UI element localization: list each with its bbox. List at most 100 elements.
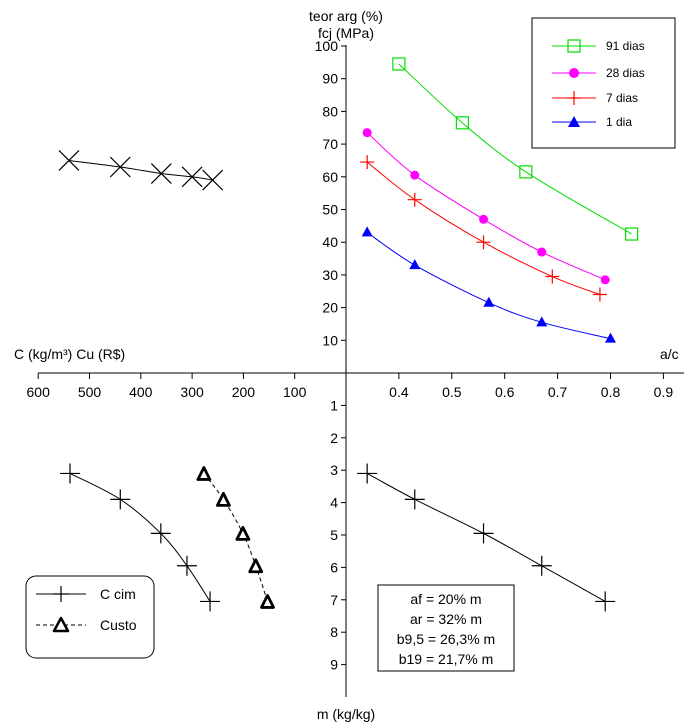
ac-tick-label: 0.7 <box>548 384 568 400</box>
point-teor-arg <box>109 156 131 178</box>
legend-triangle-icon <box>568 116 580 127</box>
point-teor-arg <box>58 150 80 171</box>
point-28-dias <box>479 214 489 224</box>
point-91-dias <box>392 57 406 71</box>
point-m-ac <box>404 489 425 510</box>
legend-item-1-dia: 1 dia <box>552 115 632 129</box>
m-tick-label: 1 <box>330 397 338 413</box>
point-91-dias <box>519 165 533 179</box>
point-custo <box>215 491 231 507</box>
legend-triangle-icon <box>52 616 70 633</box>
m-tick-label: 4 <box>330 495 338 511</box>
legend-plus-icon <box>567 91 581 105</box>
legend-item-28-dias: 28 dias <box>552 66 645 80</box>
fc-tick-label: 20 <box>322 300 338 316</box>
m-tick-label: 6 <box>330 559 338 575</box>
m-tick-label: 2 <box>330 430 338 446</box>
info-line-ar: ar = 32% m <box>410 611 482 627</box>
cost-tick-label: 400 <box>129 384 153 400</box>
legend-label-c-cim: C cim <box>100 586 136 602</box>
fc-tick-label: 100 <box>315 38 339 54</box>
m-tick-label: 7 <box>330 592 338 608</box>
legend-label-7-dias: 7 dias <box>606 91 638 105</box>
point-m-ac <box>473 523 494 544</box>
fc-tick-label: 90 <box>322 71 338 87</box>
point-c-cim <box>110 489 131 510</box>
cost-tick-label: 600 <box>27 384 51 400</box>
point-7-dias <box>545 269 560 284</box>
info-box: af = 20% m ar = 32% m b9,5 = 26,3% m b19… <box>377 584 515 672</box>
point-custo <box>196 466 212 481</box>
point-28-dias <box>410 170 420 180</box>
info-line-b95: b9,5 = 26,3% m <box>397 631 495 647</box>
legend-square-icon <box>567 39 581 53</box>
m-tick-label: 9 <box>330 657 338 673</box>
ac-tick-label: 0.6 <box>495 384 515 400</box>
info-box-frame <box>377 584 515 672</box>
legend-label-91-dias: 91 dias <box>606 39 645 53</box>
point-c-cim <box>60 463 81 484</box>
point-28-dias <box>537 247 547 257</box>
curve-m-ac <box>366 473 606 602</box>
point-1-dia <box>536 316 548 327</box>
legend-plus-icon <box>53 586 69 602</box>
legend-bottom: C cim Custo <box>25 575 155 659</box>
point-custo <box>260 594 275 609</box>
point-teor-arg <box>181 166 203 188</box>
fc-tick-label: 10 <box>322 332 338 348</box>
point-1-dia <box>361 226 373 237</box>
point-teor-arg <box>202 169 224 191</box>
fc-tick-label: 80 <box>322 103 338 119</box>
point-1-dia <box>483 296 495 307</box>
point-c-cim <box>150 523 171 544</box>
axes <box>38 45 684 697</box>
legend-item-c-cim: C cim <box>36 586 136 602</box>
fc-tick-label: 50 <box>322 202 338 218</box>
point-c-cim <box>176 555 197 576</box>
cost-tick-label: 200 <box>232 384 256 400</box>
point-91-dias <box>625 227 639 241</box>
point-m-ac <box>531 555 552 576</box>
cost-tick-label: 500 <box>78 384 102 400</box>
point-28-dias <box>362 128 372 138</box>
point-7-dias <box>407 192 422 207</box>
point-1-dia <box>409 259 421 270</box>
x-right-title: a/c <box>660 346 679 362</box>
fc-tick-label: 30 <box>322 267 338 283</box>
info-line-af: af = 20% m <box>410 591 481 607</box>
legend-item-custo: Custo <box>36 616 137 633</box>
point-7-dias <box>592 287 607 302</box>
fc-tick-label: 40 <box>322 234 338 250</box>
point-custo <box>248 558 264 574</box>
point-28-dias <box>600 275 610 285</box>
info-line-b19: b19 = 21,7% m <box>399 651 494 667</box>
cost-tick-label: 300 <box>180 384 204 400</box>
fc-tick-label: 60 <box>322 169 338 185</box>
ticks-layer: 10 20 30 40 50 60 70 80 90 100 0.4 0.5 0.6 0.7 0.8 0.9 6… <box>27 38 674 673</box>
ac-tick-label: 0.8 <box>601 384 621 400</box>
point-c-cim <box>200 591 221 612</box>
legend-label-custo: Custo <box>100 617 137 633</box>
point-m-ac <box>357 463 378 484</box>
markers-layer <box>58 57 639 612</box>
point-7-dias <box>476 235 491 250</box>
legend-circle-icon <box>569 68 579 78</box>
m-tick-label: 5 <box>330 527 338 543</box>
point-m-ac <box>595 591 616 612</box>
legend-label-28-dias: 28 dias <box>606 66 645 80</box>
y-top-title-1: teor arg (%) <box>309 8 383 24</box>
point-91-dias <box>455 116 469 130</box>
legend-bottom-box <box>25 575 155 659</box>
cost-tick-label: 100 <box>283 384 307 400</box>
fc-tick-label: 70 <box>322 136 338 152</box>
legend-item-7-dias: 7 dias <box>552 91 638 105</box>
legend-top: 91 dias 28 dias 7 dias 1 dia <box>531 17 676 149</box>
curve-custo <box>203 473 268 602</box>
curve-91-dias <box>398 63 632 235</box>
point-teor-arg <box>150 163 172 184</box>
point-7-dias <box>360 155 375 170</box>
ac-tick-label: 0.9 <box>654 384 674 400</box>
m-tick-label: 8 <box>330 624 338 640</box>
curve-7-dias <box>366 161 601 295</box>
